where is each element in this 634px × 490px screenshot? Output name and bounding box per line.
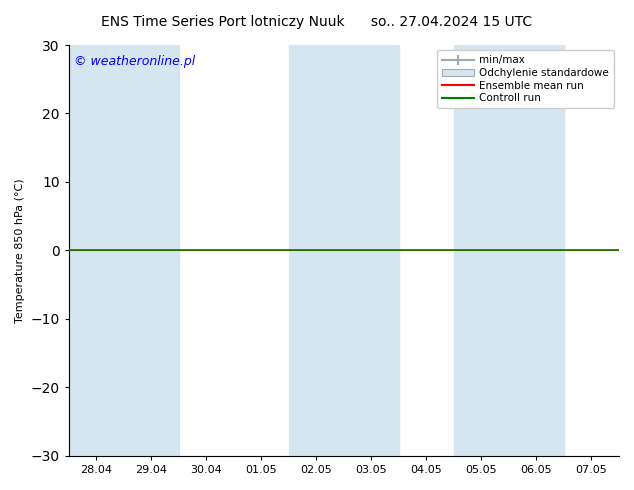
Text: © weatheronline.pl: © weatheronline.pl bbox=[74, 55, 195, 68]
Bar bbox=[69, 45, 179, 456]
Y-axis label: Temperature 850 hPa (°C): Temperature 850 hPa (°C) bbox=[15, 178, 25, 323]
Legend: min/max, Odchylenie standardowe, Ensemble mean run, Controll run: min/max, Odchylenie standardowe, Ensembl… bbox=[437, 50, 614, 108]
Bar bbox=[454, 45, 564, 456]
Bar bbox=[289, 45, 399, 456]
Text: ENS Time Series Port lotniczy Nuuk      so.. 27.04.2024 15 UTC: ENS Time Series Port lotniczy Nuuk so.. … bbox=[101, 15, 533, 29]
